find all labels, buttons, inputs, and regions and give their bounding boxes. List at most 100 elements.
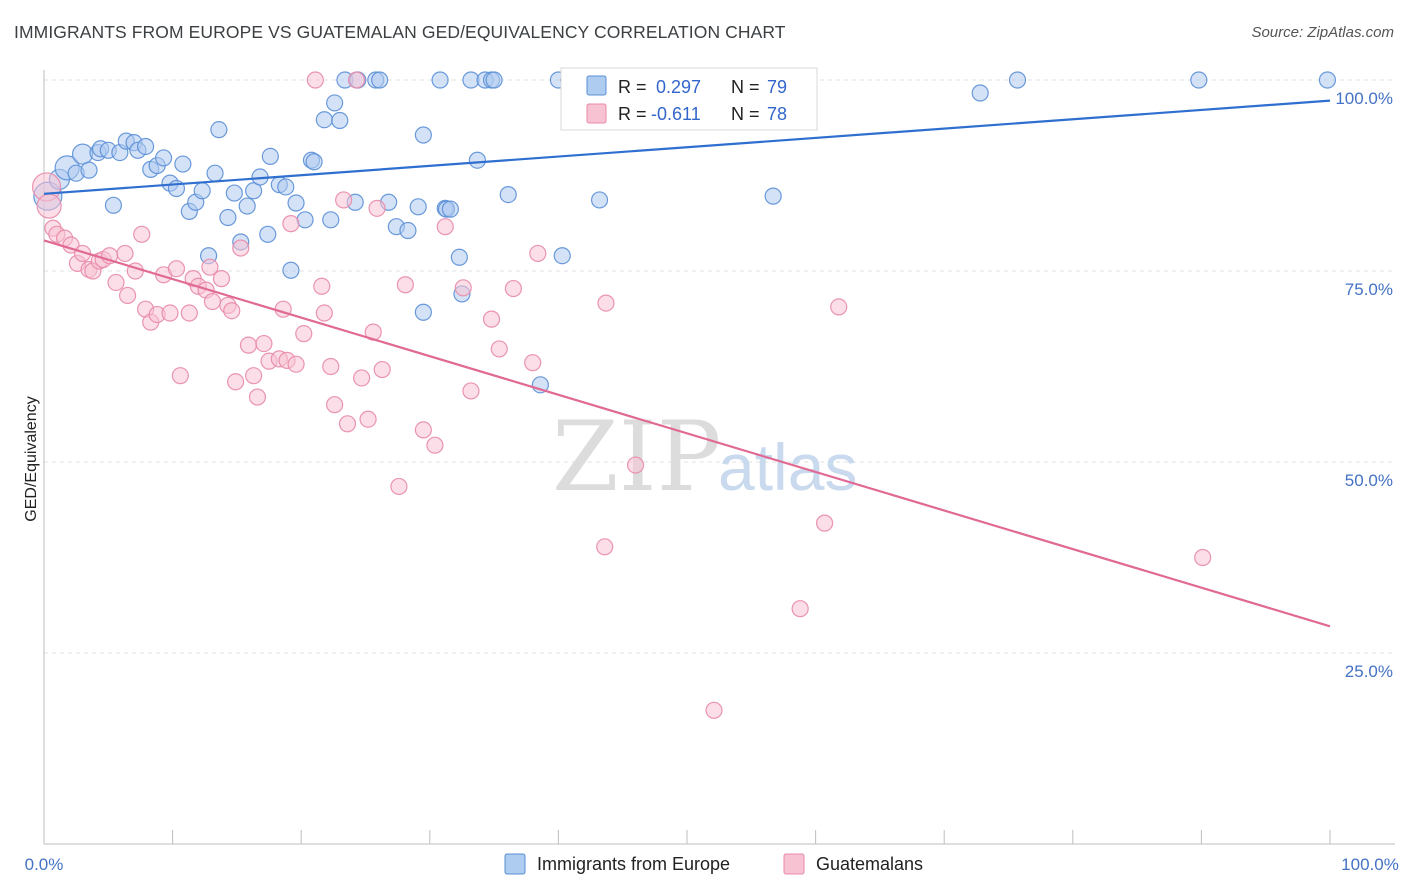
data-point xyxy=(167,260,186,278)
data-point xyxy=(227,373,245,391)
data-point xyxy=(322,211,340,229)
data-point xyxy=(259,225,277,243)
data-point xyxy=(203,292,222,311)
y-tick-label: 25.0% xyxy=(1345,662,1393,681)
data-point xyxy=(705,701,723,719)
data-point xyxy=(971,84,989,102)
data-point xyxy=(414,421,432,439)
data-point xyxy=(414,303,432,321)
data-point xyxy=(326,94,344,112)
legend-n-label-2: N = xyxy=(731,104,760,124)
data-point xyxy=(282,215,300,233)
data-point xyxy=(210,121,228,139)
x-axis-ticks xyxy=(43,830,1331,844)
y-axis-title: GED/Equivalency xyxy=(23,396,40,521)
data-point xyxy=(553,247,571,265)
data-point xyxy=(454,279,472,297)
data-point xyxy=(104,196,123,214)
data-point xyxy=(1318,71,1337,89)
data-point xyxy=(107,273,125,292)
data-point xyxy=(529,244,547,263)
data-point xyxy=(287,194,305,212)
series-legend: Immigrants from Europe Guatemalans xyxy=(504,853,923,875)
data-point xyxy=(368,199,386,217)
data-point xyxy=(597,294,615,312)
data-point xyxy=(396,276,414,294)
legend-r-label-2: R = xyxy=(618,104,647,124)
data-point xyxy=(174,155,192,173)
y-tick-labels: 25.0% 50.0% 75.0% 100.0% xyxy=(1335,89,1393,681)
data-point xyxy=(347,71,366,89)
data-point xyxy=(335,191,353,209)
bottom-legend-swatch-pink xyxy=(783,853,805,875)
legend-swatch-blue xyxy=(586,75,607,96)
data-point xyxy=(468,151,486,169)
data-point xyxy=(232,239,250,257)
grid-lines xyxy=(44,79,1395,654)
data-point xyxy=(219,208,237,227)
data-point xyxy=(450,248,468,266)
bottom-legend-swatch-blue xyxy=(504,853,526,875)
data-point xyxy=(485,71,503,89)
data-point xyxy=(326,396,344,414)
data-point xyxy=(830,298,848,316)
trend-line-europe xyxy=(43,99,1331,195)
data-point xyxy=(315,111,333,129)
trend-line-guatemalans xyxy=(43,239,1331,628)
data-point xyxy=(133,225,151,243)
data-point xyxy=(359,410,377,428)
data-point xyxy=(426,436,444,454)
data-point xyxy=(255,334,273,353)
data-point xyxy=(816,514,834,532)
data-point xyxy=(212,270,231,288)
y-tick-label: 75.0% xyxy=(1345,280,1393,299)
data-point xyxy=(245,367,263,385)
legend-n-value-1: 79 xyxy=(767,77,787,97)
data-point xyxy=(353,369,371,387)
data-point xyxy=(791,600,809,618)
data-point xyxy=(764,187,782,205)
data-point xyxy=(322,357,340,376)
data-point xyxy=(248,388,267,406)
data-point xyxy=(80,161,98,179)
data-point xyxy=(436,218,454,236)
data-point xyxy=(313,277,331,295)
source-label: Source: ZipAtlas.com xyxy=(1251,24,1394,41)
data-point xyxy=(482,310,501,328)
data-point xyxy=(245,182,263,200)
y-tick-label: 50.0% xyxy=(1345,471,1393,490)
data-point xyxy=(225,184,243,202)
x-tick-label-min: 0.0% xyxy=(25,855,64,874)
series-guatemalans xyxy=(31,71,1212,719)
data-point xyxy=(239,336,258,354)
data-point xyxy=(414,126,432,144)
trend-lines xyxy=(43,99,1331,628)
data-point xyxy=(136,137,155,156)
data-point xyxy=(490,340,508,358)
data-point xyxy=(201,258,219,276)
data-point xyxy=(277,178,295,196)
data-point xyxy=(371,71,389,89)
data-point xyxy=(462,382,480,400)
data-point xyxy=(409,198,427,216)
data-point xyxy=(338,415,357,433)
data-point xyxy=(524,354,542,372)
watermark-atlas: atlas xyxy=(718,430,857,504)
data-point xyxy=(287,355,305,373)
data-point xyxy=(399,221,417,240)
bottom-legend-label-europe: Immigrants from Europe xyxy=(537,854,730,874)
data-point xyxy=(193,182,211,200)
data-point xyxy=(390,477,408,496)
data-point xyxy=(306,71,324,89)
data-point xyxy=(206,164,224,182)
legend-r-value-1: 0.297 xyxy=(656,77,701,97)
data-point xyxy=(296,211,314,229)
legend-n-label-1: N = xyxy=(731,77,760,97)
data-point xyxy=(36,193,62,219)
data-point xyxy=(441,200,459,218)
data-point xyxy=(315,304,333,322)
data-point xyxy=(331,111,349,130)
data-point xyxy=(223,302,241,320)
data-point xyxy=(504,279,522,298)
